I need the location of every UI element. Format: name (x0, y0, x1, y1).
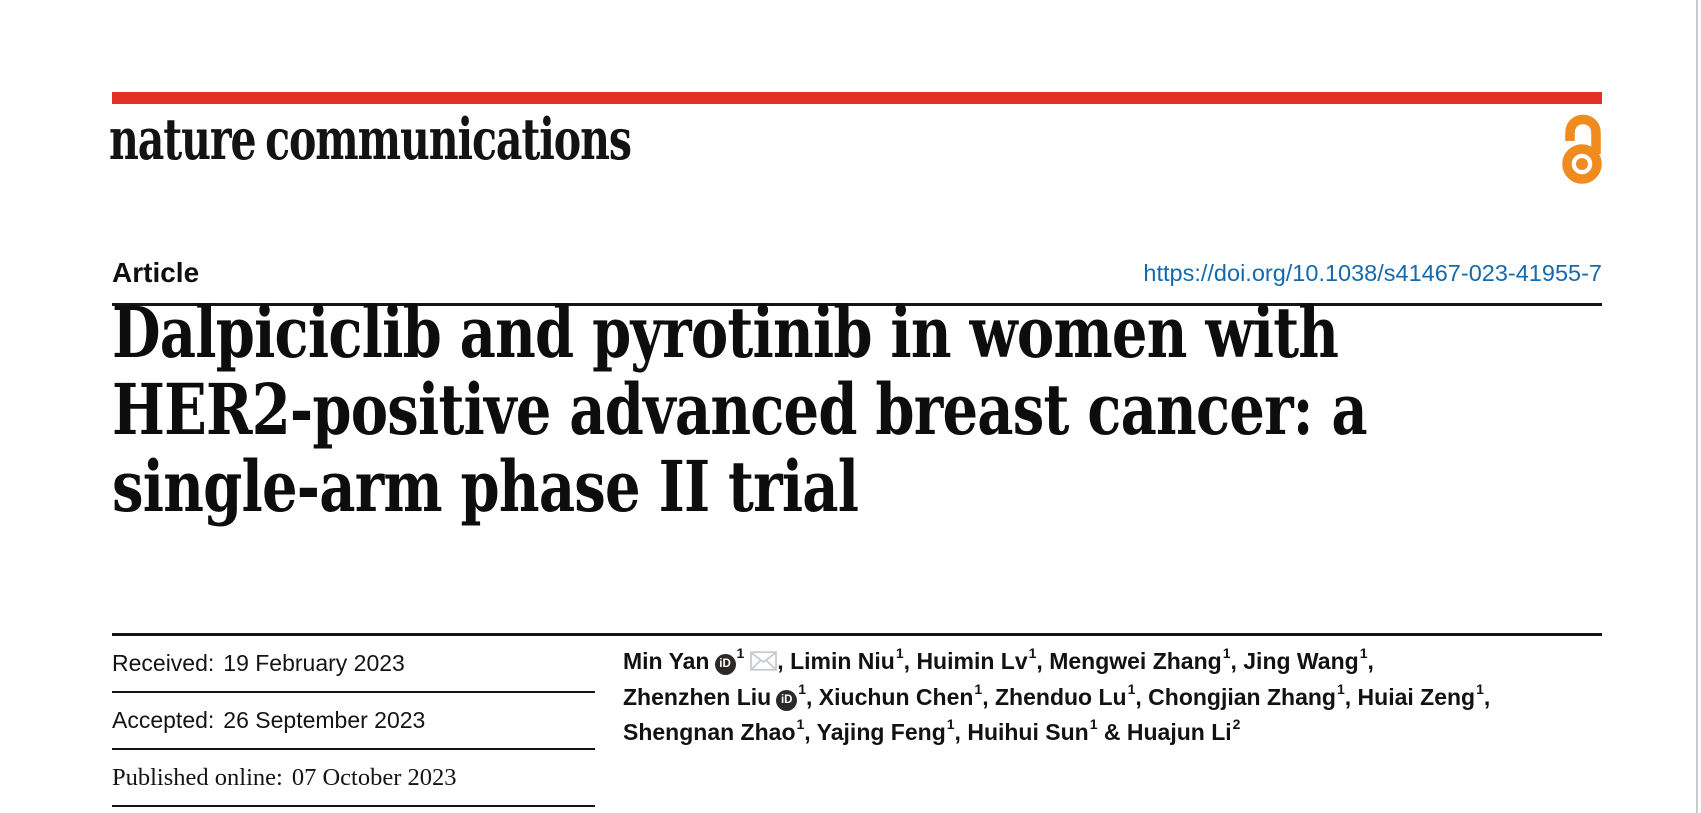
author-affiliation-sup: 1 (1476, 680, 1484, 697)
orcid-icon[interactable]: iD (776, 689, 798, 711)
title-line: single-arm phase II trial (112, 445, 859, 528)
page-edge-line (1696, 0, 1698, 813)
author-name: Huiai Zeng (1357, 683, 1476, 710)
article-type-label: Article (112, 257, 200, 288)
author-name: Shengnan Zhao (623, 719, 796, 745)
dates-column: Received: 19 February 2023 Accepted: 26 Sep… (112, 636, 595, 807)
date-label: Published online: (112, 763, 283, 791)
date-value: 19 February 2023 (223, 650, 405, 676)
author-name: Zhenduo Lu (995, 683, 1127, 710)
date-label: Accepted: (112, 707, 215, 733)
author-line: Min Yan iD1, Limin Niu1, Huimin Lv1, Meng… (623, 645, 1374, 675)
open-access-icon (1562, 114, 1602, 184)
author-name: Huimin Lv (916, 648, 1028, 674)
author-name: Xiuchun Chen (818, 683, 974, 710)
author-name: Huihui Sun (967, 719, 1089, 745)
author-block: Min Yan iD1, Limin Niu1, Huimin Lv1, Meng… (623, 644, 1633, 751)
date-label: Received: (112, 650, 215, 676)
author-line: Shengnan Zhao1, Yajing Feng1, Huihui Sun… (623, 716, 1241, 745)
journal-brand-bar (112, 92, 1602, 104)
author-affiliation-sup: 1 (798, 680, 807, 697)
title-line: Dalpiciclib and pyrotinib in women with (112, 291, 1339, 374)
date-row: Received: 19 February 2023 (112, 636, 595, 693)
author-affiliation-sup: 1 (946, 716, 955, 733)
author-affiliation-sup: 1 (1359, 645, 1368, 662)
author-name: Huajun Li (1126, 719, 1232, 745)
author-name: Zhenzhen Liu (623, 683, 772, 710)
meta-top-rule (112, 633, 1602, 636)
title-line: HER2-positive advanced breast cancer: a (112, 368, 1368, 451)
author-name: Limin Niu (790, 648, 895, 674)
author-affiliation-sup: 1 (974, 680, 983, 697)
orcid-icon[interactable]: iD (714, 654, 736, 675)
article-title: Dalpiciclib and pyrotinib in women with … (112, 294, 1602, 525)
author-affiliation-sup: 1 (1222, 645, 1231, 662)
author-affiliation-sup: 1 (1089, 716, 1098, 733)
author-name: Jing Wang (1243, 648, 1359, 674)
journal-logo: nature communications (109, 106, 632, 173)
author-affiliation-sup: 1 (736, 645, 745, 662)
author-affiliation-sup: 2 (1232, 716, 1241, 733)
author-name: Mengwei Zhang (1049, 648, 1222, 674)
author-affiliation-sup: 1 (895, 645, 904, 662)
date-value: 26 September 2023 (223, 707, 426, 733)
date-row: Published online: 07 October 2023 (112, 750, 595, 807)
author-affiliation-sup: 1 (1336, 680, 1345, 697)
author-name: Yajing Feng (816, 719, 946, 745)
author-affiliation-sup: 1 (1127, 680, 1136, 697)
author-affiliation-sup: 1 (1028, 645, 1037, 662)
date-value: 07 October 2023 (291, 763, 457, 791)
author-line: Zhenzhen Liu iD1, Xiuchun Chen1, Zhenduo … (623, 680, 1491, 711)
author-affiliation-sup: 1 (796, 716, 805, 733)
author-name: Min Yan (623, 648, 710, 674)
article-doi-link[interactable]: https://doi.org/10.1038/s41467-023-41955… (1143, 260, 1602, 286)
date-row: Accepted: 26 September 2023 (112, 693, 595, 750)
author-name: Chongjian Zhang (1148, 683, 1336, 710)
header-rule (112, 303, 1602, 306)
email-envelope-icon[interactable] (750, 651, 778, 671)
